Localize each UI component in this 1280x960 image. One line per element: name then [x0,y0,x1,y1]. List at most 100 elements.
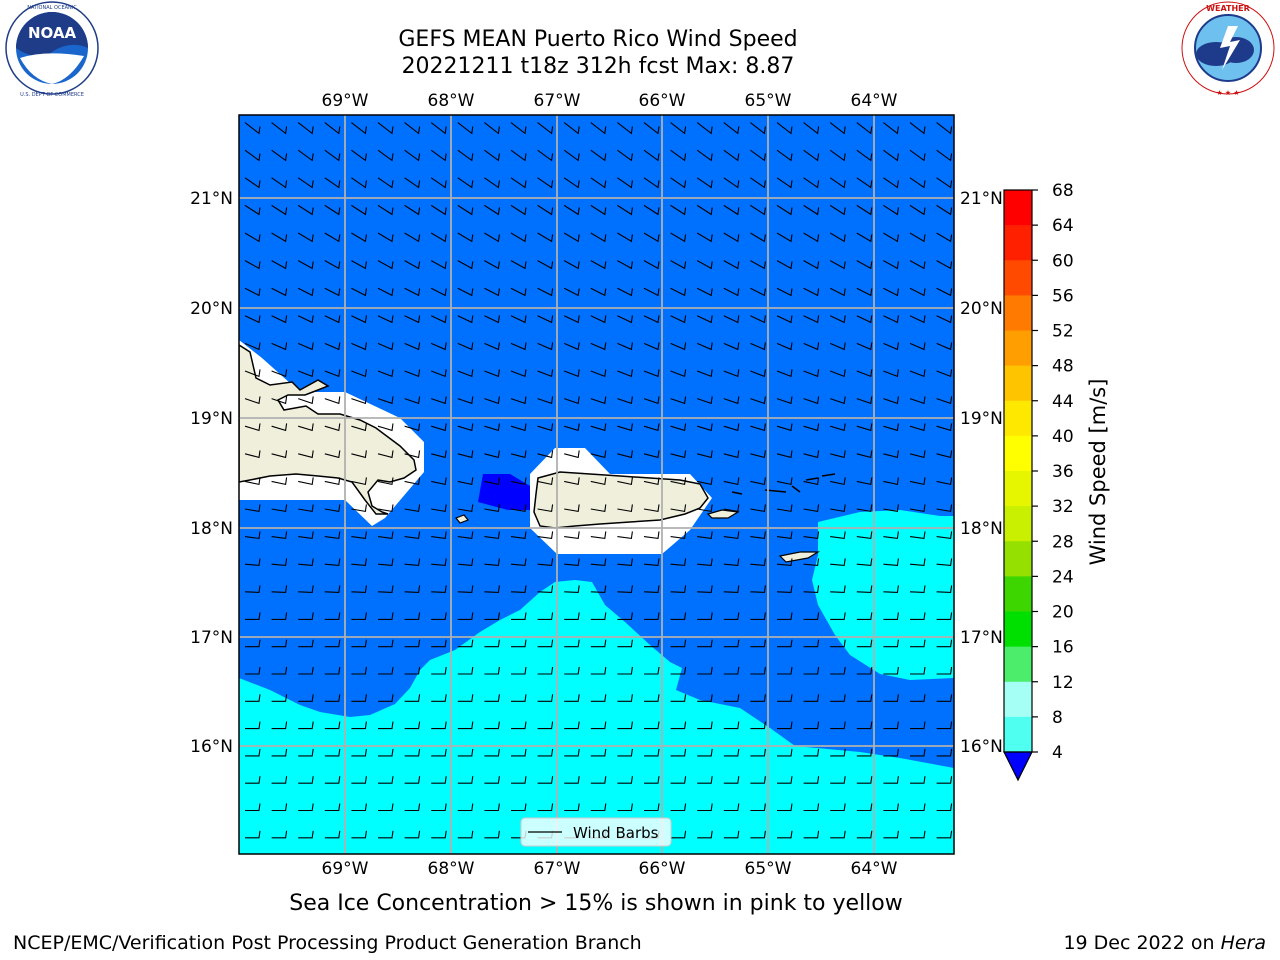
wind-barb [777,776,793,784]
wind-barb [404,694,421,702]
wind-barb [776,315,793,324]
wind-barb [537,423,554,432]
wind-barb [377,232,394,243]
wind-barb [697,423,713,432]
wind-barb [829,177,846,189]
legend-label: Wind Barbs [573,824,659,842]
wind-barb [723,803,740,812]
wind-barb [750,721,766,730]
wind-barb [617,450,633,459]
wind-barb [271,396,288,405]
noaa-logo-text: NOAA [28,24,77,42]
wind-barb [643,260,660,270]
wind-barb [830,396,846,405]
colorbar-segment [1004,506,1032,542]
wind-barb [511,612,527,620]
wind-barb [377,504,394,513]
wind-barb [351,558,367,566]
wind-barb [697,639,713,648]
wind-barb [883,232,899,243]
wind-barb [909,477,926,486]
wind-barb [298,423,314,432]
wind-barb [351,830,367,839]
wind-barb [351,177,367,189]
wind-barb [377,585,394,593]
wind-barb [750,204,766,216]
colorbar-tick-label: 60 [1052,251,1074,271]
wind-barb [883,531,899,540]
wind-barb [244,396,261,405]
wind-barb [883,721,899,730]
wind-barb [803,666,820,675]
wind-barb [510,232,527,243]
wind-barb [777,721,793,730]
wind-barb [750,639,766,648]
wind-barb [644,639,660,648]
wind-barb [404,558,421,566]
wind-barb [564,748,580,757]
wind-barb [856,315,873,324]
wind-barb [830,504,846,513]
wind-barb [617,803,633,812]
wind-barb [324,177,341,189]
wind-barb [750,369,766,378]
wind-barb [643,558,660,566]
wind-barb [563,149,580,162]
wind-barb [430,204,447,216]
wind-barb [244,585,261,593]
wind-barb [484,342,500,351]
colorbar-segment [1004,435,1032,472]
wind-barb [750,776,766,784]
wind-barb [271,721,288,730]
wind-barb [457,721,474,730]
wind-barb [271,830,288,839]
svg-text:★ ★ ★: ★ ★ ★ [1216,89,1239,97]
wind-barb [563,232,580,243]
colorbar: 68 64 60 56 52 48 44 40 36 32 28 24 20 16 12 8 4 [1003,181,1074,782]
wind-barb [750,149,766,162]
wind-barb [830,531,846,540]
wind-barb [909,504,926,513]
wind-barb [324,260,341,270]
wind-barb [430,287,447,297]
wind-barb [909,204,926,216]
wind-barb [324,423,341,432]
wind-barb [723,531,740,540]
wind-barb [271,260,288,270]
wind-barb [883,666,899,675]
wind-barb [271,369,288,378]
wind-barb [404,531,421,540]
wind-barb [404,504,421,513]
wind-barb [777,830,793,839]
wind-barb [856,531,873,540]
wind-barb [803,396,820,405]
wind-barb [457,666,474,675]
colorbar-tick-label: 20 [1052,603,1074,623]
wind-barb [590,585,607,593]
wind-barb [484,531,500,540]
wind-barb [723,585,740,593]
wind-barb [803,694,820,702]
wind-barb [644,748,660,757]
wind-barb [750,232,766,243]
wind-barb [457,232,474,243]
bottom-lon-labels: 69°W 68°W 67°W 66°W 65°W 64°W [322,859,898,879]
wind-barb [856,721,873,730]
wind-barb [909,585,926,593]
wind-barb [936,396,953,405]
wind-barb [457,477,474,486]
wind-barb [750,477,766,486]
wind-barb [457,342,474,351]
wind-barb [244,232,261,243]
wind-barb [803,369,820,378]
wind-barb [510,149,527,162]
wind-barb [537,639,554,648]
wind-barb [324,612,341,620]
lat-label-right: 20°N [960,299,1003,319]
wind-barb [271,776,288,784]
wind-barb [696,149,713,162]
wind-barb [936,585,953,593]
wind-barb [670,639,687,648]
wind-barb [351,612,367,620]
wind-barb [883,504,899,513]
